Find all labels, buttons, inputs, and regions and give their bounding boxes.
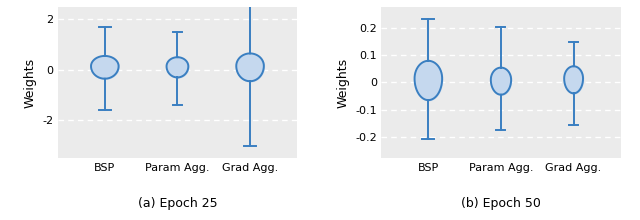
Title: (b) Epoch 50: (b) Epoch 50 — [461, 197, 541, 210]
Title: (a) Epoch 25: (a) Epoch 25 — [138, 197, 217, 210]
Y-axis label: Weights: Weights — [24, 57, 36, 108]
Y-axis label: Weights: Weights — [337, 57, 349, 108]
